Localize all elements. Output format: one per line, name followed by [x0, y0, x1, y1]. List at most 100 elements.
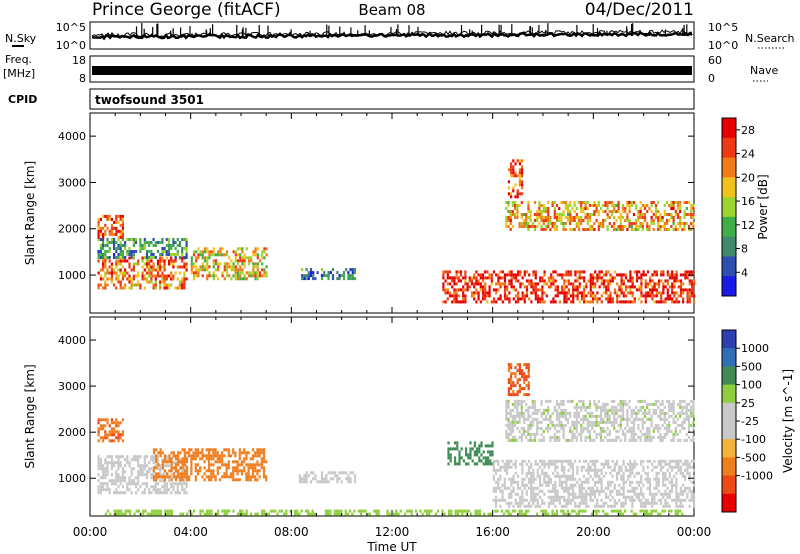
data-cell — [512, 477, 515, 481]
data-cell — [624, 288, 628, 292]
data-cell — [542, 411, 545, 415]
data-cell — [104, 467, 107, 471]
data-cell — [693, 294, 696, 298]
data-cell — [673, 279, 676, 283]
data-cell — [236, 466, 239, 470]
data-cell — [657, 489, 660, 493]
data-cell — [507, 180, 510, 184]
data-cell — [113, 421, 116, 425]
data-cell — [510, 162, 513, 166]
data-cell — [525, 408, 528, 412]
data-cell — [525, 378, 528, 382]
data-cell — [683, 411, 686, 415]
data-cell — [607, 459, 610, 463]
data-cell — [106, 250, 109, 253]
data-cell — [313, 512, 316, 516]
data-cell — [562, 423, 565, 427]
data-cell — [113, 253, 116, 256]
data-cell — [589, 285, 592, 289]
data-cell — [188, 451, 191, 455]
data-cell — [527, 477, 531, 481]
data-cell — [594, 270, 597, 274]
data-cell — [458, 453, 461, 457]
data-cell — [593, 462, 597, 466]
data-cell — [117, 476, 120, 480]
data-cell — [554, 492, 557, 496]
data-cell — [243, 262, 246, 266]
data-cell — [543, 273, 546, 277]
data-cell — [188, 475, 191, 479]
data-cell — [119, 244, 122, 247]
data-cell — [503, 512, 506, 516]
data-cell — [119, 476, 122, 480]
data-cell — [560, 468, 564, 472]
data-cell — [223, 265, 226, 269]
data-cell — [626, 228, 629, 231]
data-cell — [178, 286, 182, 290]
data-cell — [484, 282, 487, 286]
data-cell — [611, 459, 614, 463]
data-cell — [99, 464, 102, 468]
data-cell — [183, 280, 186, 284]
data-cell — [309, 471, 313, 475]
data-cell — [541, 288, 544, 292]
data-cell — [166, 460, 169, 464]
data-cell — [499, 486, 502, 490]
data-cell — [531, 417, 534, 421]
data-cell — [523, 273, 526, 277]
data-cell — [514, 498, 517, 502]
data-cell — [531, 438, 534, 442]
data-cell — [521, 501, 524, 505]
data-cell — [655, 273, 658, 277]
data-cell — [104, 430, 107, 434]
data-cell — [477, 279, 480, 283]
data-cell — [586, 411, 589, 415]
data-cell — [262, 472, 266, 476]
data-cell — [126, 488, 129, 492]
data-cell — [110, 430, 113, 434]
data-cell — [509, 216, 512, 219]
data-cell — [587, 300, 590, 304]
data-cell — [540, 509, 543, 513]
data-cell — [538, 213, 541, 216]
data-cell — [124, 268, 127, 272]
data-cell — [630, 438, 633, 442]
data-cell — [670, 216, 673, 219]
data-cell — [659, 408, 662, 412]
data-cell — [113, 271, 116, 275]
data-cell — [580, 294, 584, 298]
data-cell — [547, 408, 550, 412]
data-cell — [97, 232, 100, 236]
data-cell — [106, 473, 109, 477]
data-cell — [484, 444, 487, 448]
data-cell — [594, 294, 597, 298]
data-cell — [514, 288, 518, 292]
data-cell — [563, 300, 566, 304]
data-cell — [137, 280, 140, 284]
data-cell — [119, 256, 122, 260]
data-cell — [210, 253, 213, 257]
data-cell — [236, 512, 239, 516]
data-cell — [505, 459, 509, 463]
data-cell — [613, 509, 616, 513]
data-cell — [564, 207, 567, 210]
data-cell — [608, 420, 611, 424]
data-cell — [624, 417, 627, 421]
data-cell — [637, 219, 640, 222]
data-cell — [525, 492, 528, 496]
data-cell — [155, 472, 158, 476]
data-cell — [536, 462, 539, 466]
data-cell — [598, 285, 601, 289]
data-cell — [353, 271, 357, 275]
data-cell — [527, 387, 530, 391]
data-cell — [137, 473, 140, 477]
data-cell — [461, 509, 464, 513]
data-cell — [99, 424, 102, 428]
data-cell — [637, 408, 640, 412]
data-cell — [604, 459, 608, 463]
data-cell — [544, 225, 548, 228]
data-cell — [595, 417, 598, 421]
data-cell — [606, 414, 609, 418]
data-cell — [574, 477, 577, 481]
data-cell — [170, 473, 173, 477]
